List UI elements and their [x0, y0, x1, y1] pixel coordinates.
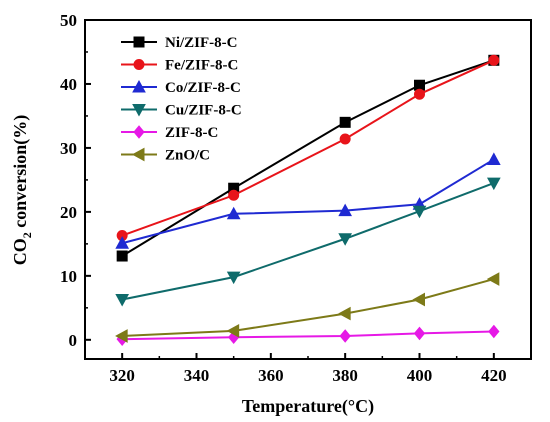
legend-label: Cu/ZIF-8-C [165, 103, 242, 119]
legend-entry: ZIF-8-C [121, 125, 218, 141]
series-layer [115, 54, 501, 346]
legend-entry: Ni/ZIF-8-C [121, 35, 238, 51]
legend-label: Co/ZIF-8-C [165, 80, 241, 96]
legend-marker [133, 36, 145, 48]
series-line [121, 158, 495, 245]
x-axis-title: Temperature(°C) [242, 396, 374, 417]
data-point [486, 177, 501, 191]
legend-label: ZnO/C [165, 148, 210, 164]
series-2 [116, 54, 500, 242]
legend-entry: Co/ZIF-8-C [121, 79, 241, 96]
data-point [115, 329, 128, 343]
y-axis-title-subscript: 2 [20, 232, 34, 238]
series-4 [115, 177, 501, 307]
legend-marker [132, 104, 146, 117]
y-axis-title-main: CO [10, 238, 30, 265]
data-point [486, 152, 501, 165]
y-tick-label: 40 [60, 75, 77, 94]
data-point [226, 206, 241, 220]
data-point [488, 54, 500, 66]
series-6 [115, 272, 500, 343]
data-point [116, 250, 128, 262]
y-tick-label: 30 [60, 139, 77, 158]
legend-marker [133, 125, 145, 139]
series-line [121, 182, 495, 301]
data-point [339, 329, 351, 343]
data-point [115, 294, 130, 307]
data-point [488, 324, 500, 339]
y-axis-title-rest: conversion(%) [10, 115, 31, 232]
legend-marker [133, 59, 145, 70]
x-tick-label: 400 [407, 366, 433, 385]
legend-marker [131, 147, 145, 162]
data-point [412, 205, 427, 219]
data-point [226, 324, 240, 338]
series-5 [116, 324, 500, 346]
y-tick-label: 50 [60, 11, 77, 30]
data-point [338, 306, 351, 321]
legend-entry: ZnO/C [121, 148, 210, 164]
legend-label: ZIF-8-C [165, 125, 218, 141]
data-point [412, 292, 425, 307]
legend-label: Ni/ZIF-8-C [165, 35, 238, 51]
data-point [486, 272, 500, 286]
legend-entry: Cu/ZIF-8-C [121, 103, 242, 119]
legend-entry: Fe/ZIF-8-C [121, 58, 238, 74]
x-tick-label: 360 [258, 366, 284, 385]
data-point [414, 88, 425, 100]
x-tick-label: 420 [481, 366, 507, 385]
series-3 [115, 152, 501, 249]
legend-label: Fe/ZIF-8-C [165, 58, 238, 74]
data-point [413, 326, 426, 341]
data-point [338, 203, 353, 217]
data-point [339, 133, 351, 145]
y-tick-label: 0 [69, 331, 78, 350]
legend-marker [132, 79, 146, 93]
x-tick-label: 320 [109, 366, 135, 385]
data-point [115, 236, 130, 249]
data-point [339, 116, 351, 128]
legend: Ni/ZIF-8-C Fe/ZIF-8-C Co/ZIF-8-C Cu/ZIF-8-C… [121, 35, 242, 164]
x-tick-label: 340 [184, 366, 210, 385]
data-point [228, 189, 240, 201]
y-axis-title: CO2 conversion(%) [10, 115, 34, 265]
x-tick-label: 380 [332, 366, 358, 385]
y-tick-label: 20 [60, 203, 77, 222]
data-point [338, 233, 353, 246]
axis-ticks: 320 340 360 380 400 420 0 10 20 30 40 50 [60, 11, 507, 385]
data-point [226, 271, 241, 285]
y-tick-label: 10 [60, 267, 77, 286]
